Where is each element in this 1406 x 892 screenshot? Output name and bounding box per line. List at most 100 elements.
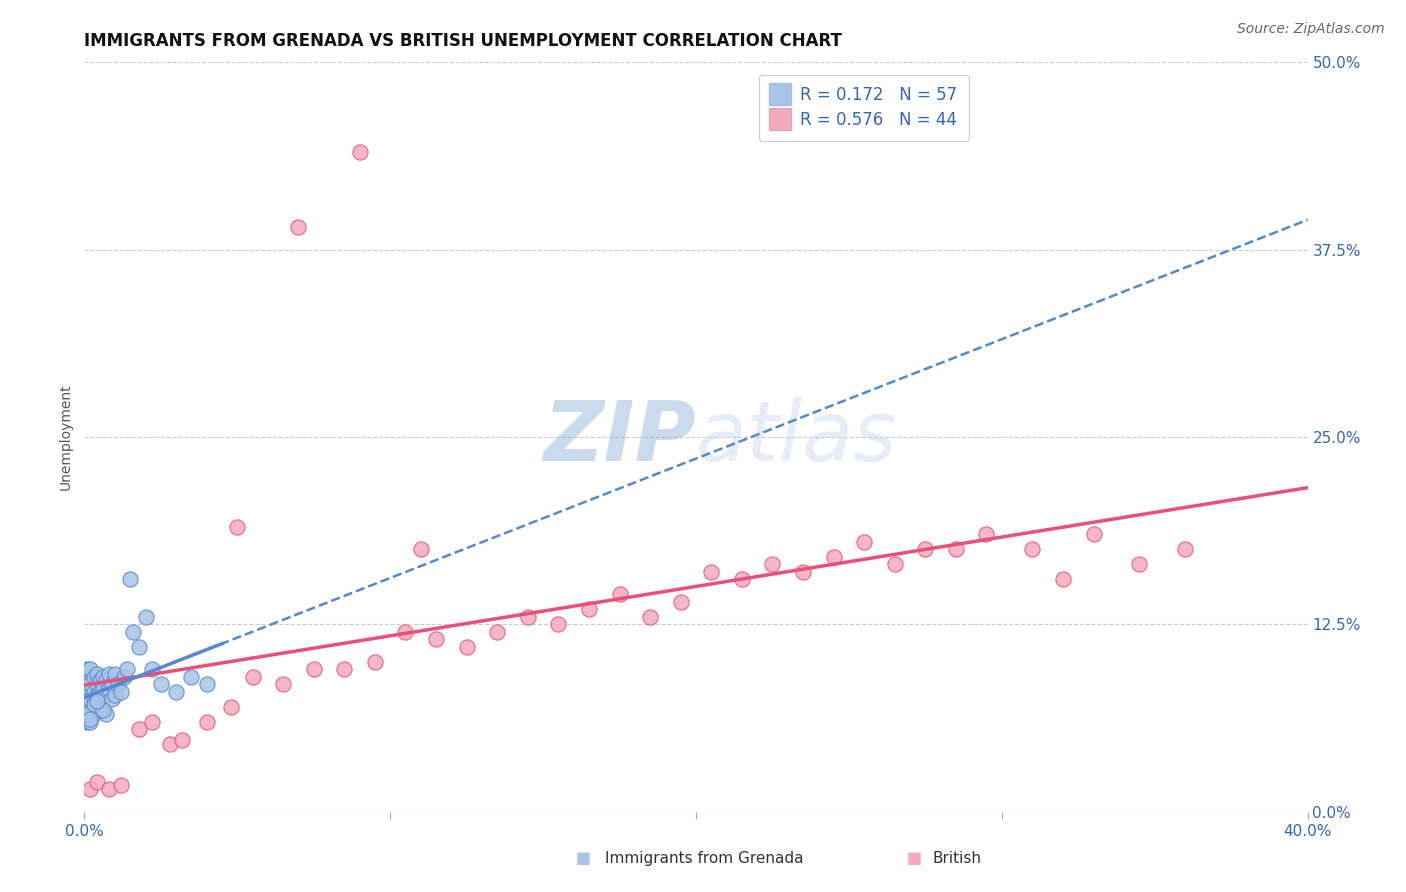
Point	[128, 640, 150, 654]
Point	[83, 685, 105, 699]
Point	[79, 662, 101, 676]
Point	[112, 670, 135, 684]
Point	[1021, 542, 1043, 557]
Point	[94, 707, 117, 722]
Point	[110, 778, 132, 792]
Point	[83, 697, 105, 711]
Point	[761, 558, 783, 572]
Point	[76, 707, 98, 722]
Point	[1174, 542, 1197, 557]
Text: Source: ZipAtlas.com: Source: ZipAtlas.com	[1237, 22, 1385, 37]
Point	[159, 737, 181, 751]
Point	[76, 670, 98, 684]
Point	[1052, 573, 1074, 587]
Text: ZIP: ZIP	[543, 397, 696, 477]
Point	[172, 732, 194, 747]
Point	[83, 692, 105, 706]
Point	[97, 681, 120, 696]
Point	[107, 677, 129, 691]
Point	[945, 542, 967, 557]
Point	[165, 685, 187, 699]
Point	[89, 685, 111, 699]
Point	[86, 692, 108, 706]
Point	[141, 662, 163, 676]
Point	[89, 699, 111, 714]
Point	[86, 688, 108, 702]
Point	[89, 697, 111, 711]
Legend: R = 0.172   N = 57, R = 0.576   N = 44: R = 0.172 N = 57, R = 0.576 N = 44	[758, 75, 969, 141]
Point	[349, 145, 371, 160]
Point	[302, 662, 325, 676]
Point	[79, 692, 101, 706]
Point	[409, 542, 432, 557]
Point	[91, 703, 114, 717]
Point	[456, 640, 478, 654]
Point	[79, 707, 101, 722]
Point	[578, 602, 600, 616]
Point	[149, 677, 172, 691]
Text: Immigrants from Grenada: Immigrants from Grenada	[605, 851, 803, 865]
Point	[394, 624, 416, 639]
Point	[609, 587, 631, 601]
Point	[271, 677, 294, 691]
Point	[79, 677, 101, 691]
Point	[242, 670, 264, 684]
Point	[79, 782, 101, 797]
Point	[364, 655, 387, 669]
Point	[101, 677, 124, 691]
Point	[89, 673, 111, 687]
Point	[94, 688, 117, 702]
Text: IMMIGRANTS FROM GRENADA VS BRITISH UNEMPLOYMENT CORRELATION CHART: IMMIGRANTS FROM GRENADA VS BRITISH UNEMP…	[84, 32, 842, 50]
Point	[76, 692, 98, 706]
Point	[547, 617, 569, 632]
Point	[120, 573, 142, 587]
Point	[110, 685, 132, 699]
Point	[101, 692, 124, 706]
Point	[792, 565, 814, 579]
Point	[883, 558, 905, 572]
Point	[86, 699, 108, 714]
Point	[86, 774, 108, 789]
Text: ▪: ▪	[575, 847, 592, 870]
Point	[83, 707, 105, 722]
Point	[122, 624, 145, 639]
Point	[1128, 558, 1150, 572]
Point	[195, 677, 218, 691]
Point	[91, 692, 114, 706]
Text: ▪: ▪	[905, 847, 922, 870]
Y-axis label: Unemployment: Unemployment	[59, 384, 73, 491]
Point	[333, 662, 356, 676]
Point	[86, 694, 108, 708]
Point	[976, 527, 998, 541]
Point	[86, 677, 108, 691]
Point	[141, 714, 163, 729]
Point	[128, 723, 150, 737]
Point	[287, 220, 309, 235]
Point	[79, 685, 101, 699]
Point	[76, 677, 98, 691]
Point	[115, 662, 138, 676]
Point	[914, 542, 936, 557]
Text: British: British	[932, 851, 981, 865]
Point	[219, 699, 242, 714]
Point	[79, 714, 101, 729]
Point	[94, 673, 117, 687]
Point	[823, 549, 845, 564]
Point	[83, 670, 105, 684]
Point	[83, 699, 105, 714]
Point	[79, 712, 101, 726]
Point	[83, 699, 105, 714]
Text: atlas: atlas	[696, 397, 897, 477]
Point	[97, 666, 120, 681]
Point	[516, 610, 538, 624]
Point	[425, 632, 447, 647]
Point	[97, 782, 120, 797]
Point	[486, 624, 509, 639]
Point	[86, 666, 108, 681]
Point	[180, 670, 202, 684]
Point	[669, 595, 692, 609]
Point	[91, 681, 114, 696]
Point	[135, 610, 157, 624]
Point	[76, 714, 98, 729]
Point	[700, 565, 723, 579]
